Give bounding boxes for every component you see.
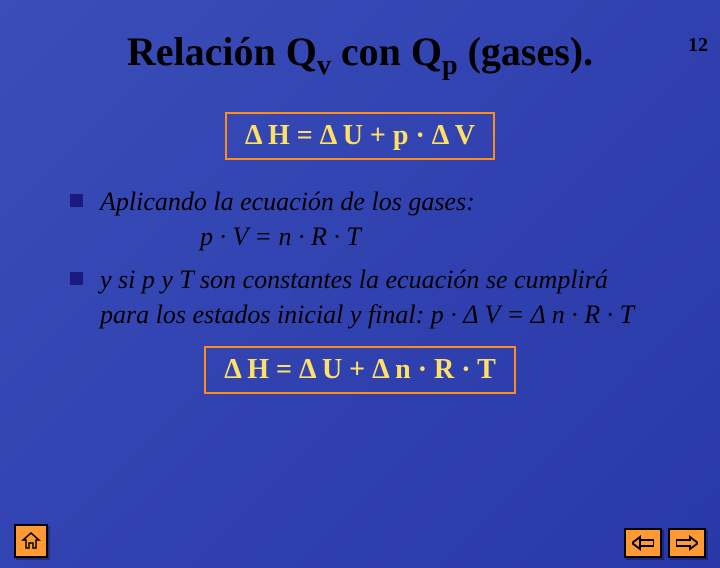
nav-buttons bbox=[624, 528, 706, 558]
bullet-square-icon bbox=[70, 272, 83, 285]
slide-title: Relación Qv con Qp (gases). bbox=[0, 28, 720, 82]
next-button[interactable] bbox=[668, 528, 706, 558]
arrow-left-icon bbox=[632, 535, 654, 551]
bullet-text: Aplicando la ecuación de los gases: bbox=[100, 187, 475, 216]
bullet-list: Aplicando la ecuación de los gases: p · … bbox=[0, 184, 720, 332]
bullet-subline: p · V = n · R · T bbox=[100, 222, 361, 251]
arrow-right-icon bbox=[676, 535, 698, 551]
formula-box-1: Δ H = Δ U + p · Δ V bbox=[225, 112, 495, 160]
page-number: 12 bbox=[688, 34, 708, 57]
bullet-item: Aplicando la ecuación de los gases: p · … bbox=[70, 184, 660, 254]
prev-button[interactable] bbox=[624, 528, 662, 558]
home-icon bbox=[21, 531, 41, 551]
home-button[interactable] bbox=[14, 524, 48, 558]
bullet-item: y si p y T son constantes la ecuación se… bbox=[70, 262, 660, 332]
bullet-square-icon bbox=[70, 194, 83, 207]
formula-box-2: Δ H = Δ U + Δ n · R · T bbox=[204, 346, 516, 394]
bullet-text: y si p y T son constantes la ecuación se… bbox=[100, 265, 634, 329]
